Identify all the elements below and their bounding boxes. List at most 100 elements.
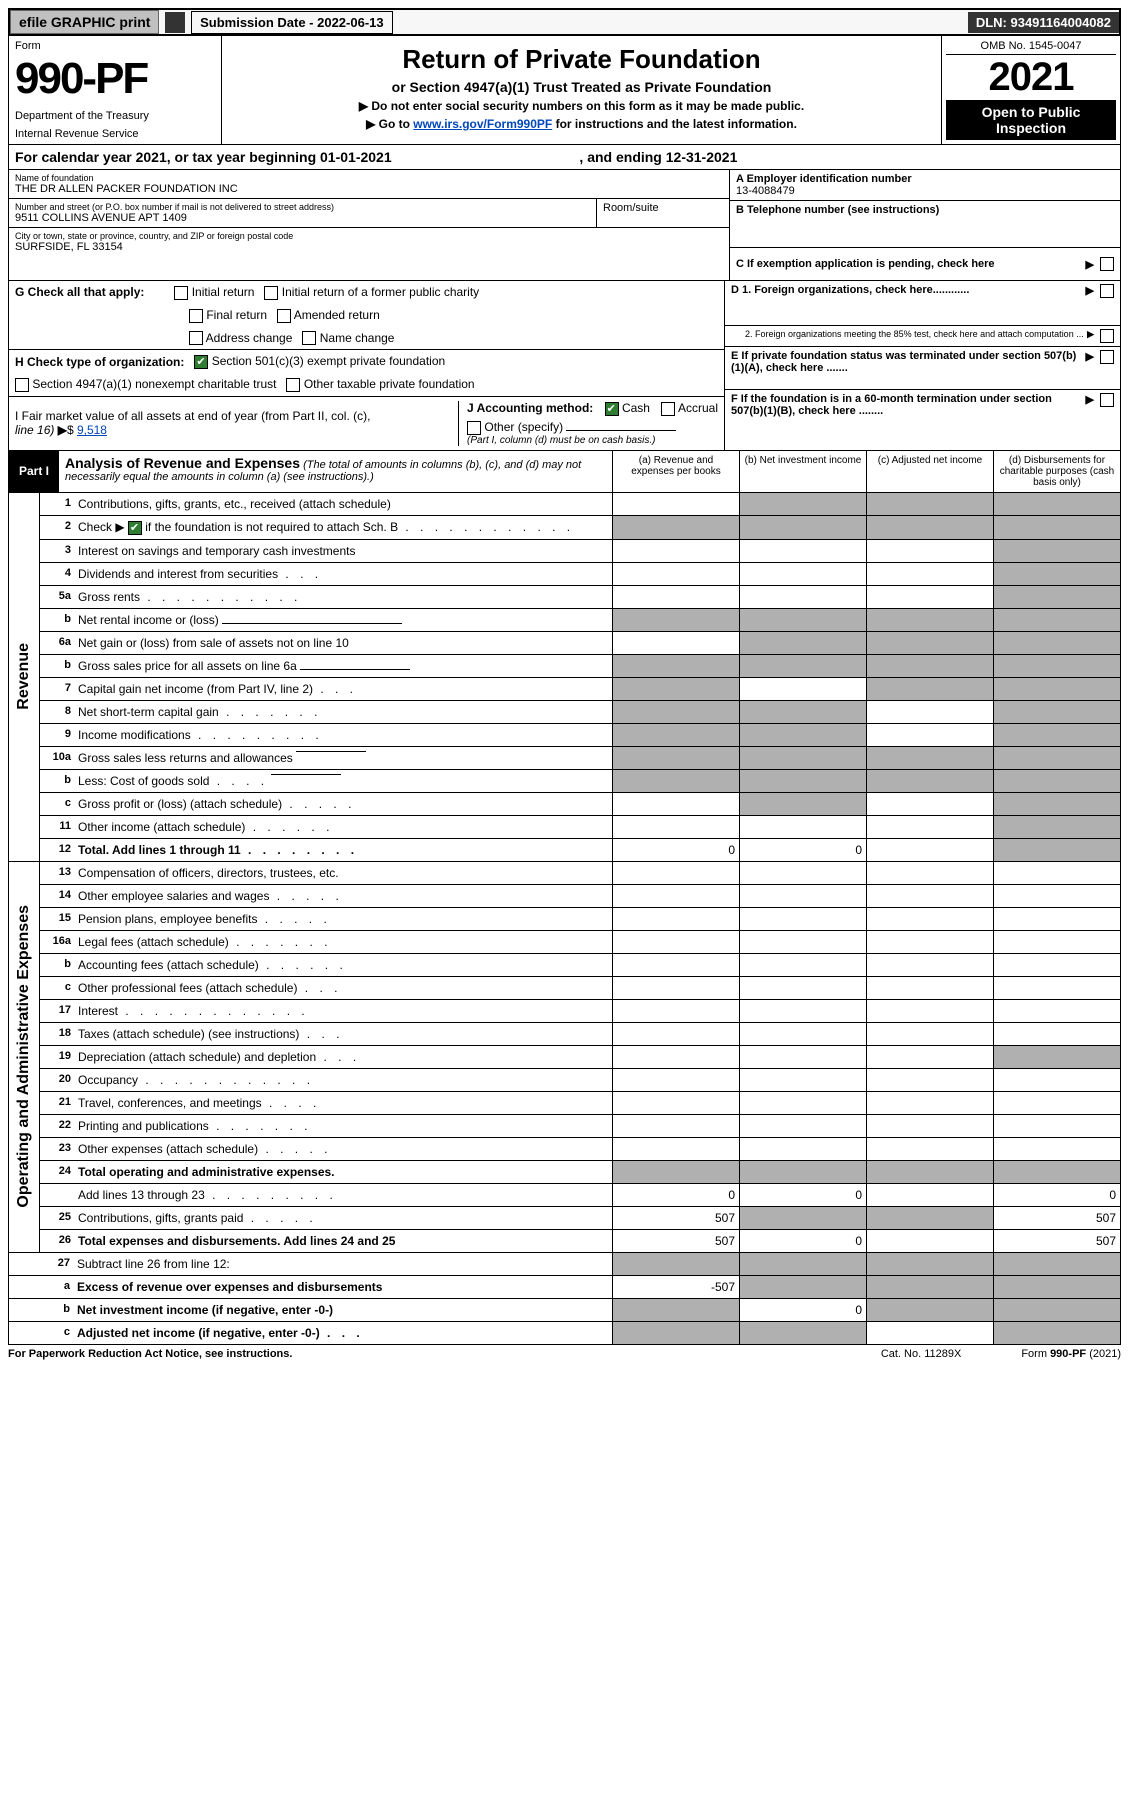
val-12b: 0 xyxy=(739,839,866,861)
part1-title: Analysis of Revenue and Expenses xyxy=(65,455,300,471)
revenue-table: Revenue 1Contributions, gifts, grants, e… xyxy=(8,493,1121,862)
revenue-sidebar-label: Revenue xyxy=(15,643,33,710)
expenses-sidebar-label: Operating and Administrative Expenses xyxy=(15,905,33,1208)
line-24b: Add lines 13 through 23 xyxy=(78,1188,205,1202)
col-b-header: (b) Net investment income xyxy=(739,451,866,492)
line-7: Capital gain net income (from Part IV, l… xyxy=(78,682,313,696)
section-g-h-i-j: G Check all that apply: Initial return I… xyxy=(8,281,1121,451)
instructions-link[interactable]: www.irs.gov/Form990PF xyxy=(413,117,552,131)
checkbox-final-return[interactable] xyxy=(189,309,203,323)
j-other-label: Other (specify) xyxy=(484,420,563,434)
val-25a: 507 xyxy=(612,1207,739,1229)
d1-label: D 1. Foreign organizations, check here..… xyxy=(731,284,1086,296)
checkbox-initial-return[interactable] xyxy=(174,286,188,300)
expenses-sidebar: Operating and Administrative Expenses xyxy=(9,862,40,1252)
checkbox-d2[interactable] xyxy=(1100,329,1114,343)
checkbox-other-method[interactable] xyxy=(467,421,481,435)
line-11: Other income (attach schedule) xyxy=(78,820,245,834)
section-c-label: C If exemption application is pending, c… xyxy=(736,258,995,270)
topbar: efile GRAPHIC print Submission Date - 20… xyxy=(8,8,1121,36)
val-27b: 0 xyxy=(739,1299,866,1321)
line-16a: Legal fees (attach schedule) xyxy=(78,935,229,949)
page-footer: For Paperwork Reduction Act Notice, see … xyxy=(8,1345,1121,1363)
g2-label: Initial return of a former public charit… xyxy=(282,285,479,299)
line-10b: Less: Cost of goods sold xyxy=(78,774,209,788)
line-10c: Gross profit or (loss) (attach schedule) xyxy=(78,797,282,811)
line-6b: Gross sales price for all assets on line… xyxy=(78,659,297,673)
line-15: Pension plans, employee benefits xyxy=(78,912,257,926)
revenue-sidebar: Revenue xyxy=(9,493,40,861)
foundation-info-grid: Name of foundation THE DR ALLEN PACKER F… xyxy=(8,170,1121,281)
col-d-header: (d) Disbursements for charitable purpose… xyxy=(993,451,1120,492)
fmv-amount-link[interactable]: 9,518 xyxy=(77,423,107,437)
line-27: Subtract line 26 from line 12: xyxy=(73,1253,612,1275)
val-26d: 507 xyxy=(993,1230,1120,1252)
calendar-year-row: For calendar year 2021, or tax year begi… xyxy=(8,145,1121,170)
checkbox-name-change[interactable] xyxy=(302,331,316,345)
checkbox-other-taxable[interactable] xyxy=(286,378,300,392)
g1-label: Initial return xyxy=(192,285,255,299)
expenses-table: Operating and Administrative Expenses 13… xyxy=(8,862,1121,1253)
val-24b: 0 xyxy=(739,1184,866,1206)
line-27b: Net investment income (if negative, ente… xyxy=(73,1299,612,1321)
col-a-header: (a) Revenue and expenses per books xyxy=(612,451,739,492)
dept-2: Internal Revenue Service xyxy=(15,128,215,140)
paperwork-notice: For Paperwork Reduction Act Notice, see … xyxy=(8,1348,292,1360)
line-16b: Accounting fees (attach schedule) xyxy=(78,958,259,972)
d2-label: 2. Foreign organizations meeting the 85%… xyxy=(745,329,1087,343)
arrow-icon: ▶ xyxy=(1086,258,1094,271)
name-label: Name of foundation xyxy=(15,173,723,183)
val-24a: 0 xyxy=(612,1184,739,1206)
line-24: Total operating and administrative expen… xyxy=(74,1161,612,1183)
room-suite-label: Room/suite xyxy=(596,199,729,227)
h3-label: Other taxable private foundation xyxy=(304,377,475,391)
val-12a: 0 xyxy=(612,839,739,861)
line-22: Printing and publications xyxy=(78,1119,209,1133)
g4-label: Amended return xyxy=(294,308,380,322)
i-label-2: line 16) xyxy=(15,423,54,437)
checkbox-4947a1[interactable] xyxy=(15,378,29,392)
foundation-city: SURFSIDE, FL 33154 xyxy=(15,241,723,253)
line-5b: Net rental income or (loss) xyxy=(78,613,219,627)
line-2-pre: Check ▶ xyxy=(78,520,128,534)
note-suffix: for instructions and the latest informat… xyxy=(556,117,797,131)
part1-header: Part I Analysis of Revenue and Expenses … xyxy=(8,451,1121,493)
checkbox-accrual[interactable] xyxy=(661,402,675,416)
line-27c: Adjusted net income (if negative, enter … xyxy=(77,1326,320,1340)
g6-label: Name change xyxy=(320,331,395,345)
val-26b: 0 xyxy=(739,1230,866,1252)
checkbox-amended[interactable] xyxy=(277,309,291,323)
h-label: H Check type of organization: xyxy=(15,355,184,369)
form-title: Return of Private Foundation xyxy=(232,44,931,75)
g-label: G Check all that apply: xyxy=(15,285,144,299)
line-8: Net short-term capital gain xyxy=(78,705,219,719)
j-note: (Part I, column (d) must be on cash basi… xyxy=(467,435,718,446)
checkbox-cash[interactable] xyxy=(605,402,619,416)
checkbox-f[interactable] xyxy=(1100,393,1114,407)
form-number: 990-PF xyxy=(15,54,215,104)
note-prefix: ▶ Go to xyxy=(366,117,413,131)
h1-label: Section 501(c)(3) exempt private foundat… xyxy=(212,354,445,368)
val-25d: 507 xyxy=(993,1207,1120,1229)
checkbox-former-public[interactable] xyxy=(264,286,278,300)
form-header: Form 990-PF Department of the Treasury I… xyxy=(8,36,1121,145)
addr-label: Number and street (or P.O. box number if… xyxy=(15,202,590,212)
open-inspection: Open to Public Inspection xyxy=(946,100,1116,140)
line-26: Total expenses and disbursements. Add li… xyxy=(74,1230,612,1252)
line-5a: Gross rents xyxy=(78,590,140,604)
line-17: Interest xyxy=(78,1004,118,1018)
checkbox-d1[interactable] xyxy=(1100,284,1114,298)
line-13: Compensation of officers, directors, tru… xyxy=(74,862,612,884)
line-3: Interest on savings and temporary cash i… xyxy=(74,540,612,562)
checkbox-e[interactable] xyxy=(1100,350,1114,364)
checkbox-addr-change[interactable] xyxy=(189,331,203,345)
checkbox-501c3[interactable] xyxy=(194,355,208,369)
checkbox-c[interactable] xyxy=(1100,257,1114,271)
checkbox-sch-b[interactable] xyxy=(128,521,142,535)
val-24d: 0 xyxy=(993,1184,1120,1206)
efile-print-button[interactable]: efile GRAPHIC print xyxy=(10,10,159,34)
line-16c: Other professional fees (attach schedule… xyxy=(78,981,297,995)
line-18: Taxes (attach schedule) (see instruction… xyxy=(78,1027,299,1041)
dept-1: Department of the Treasury xyxy=(15,110,215,122)
dln-label: DLN: 93491164004082 xyxy=(968,12,1119,33)
